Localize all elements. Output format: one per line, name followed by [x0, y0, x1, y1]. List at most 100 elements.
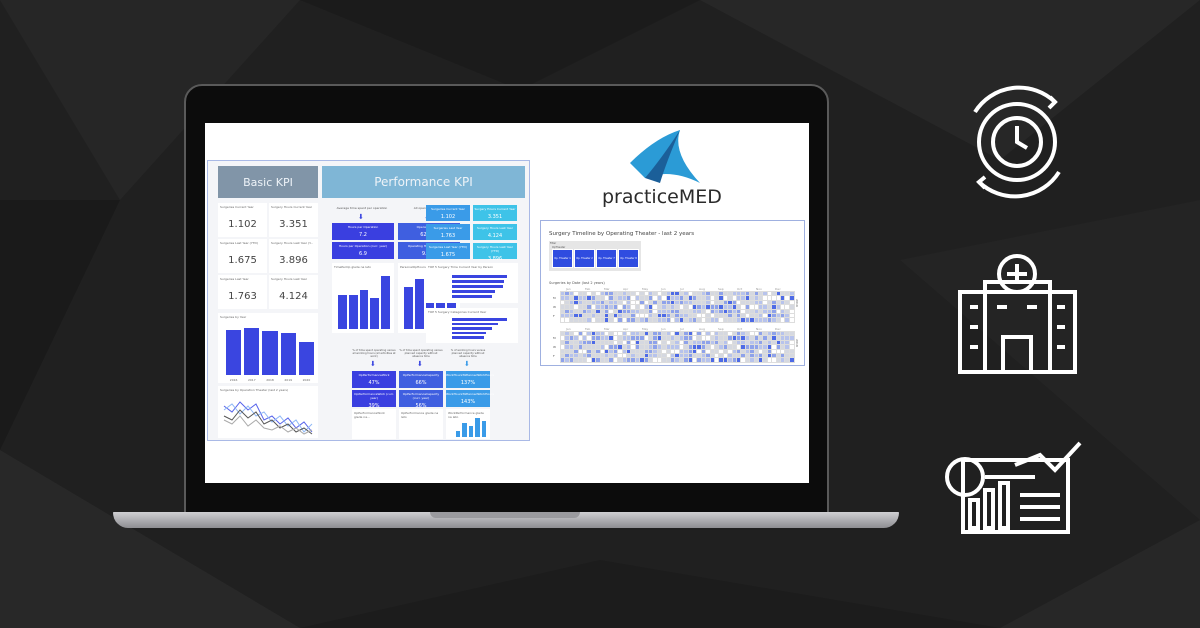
heatmap-cell: [621, 313, 628, 319]
heatmap-cell: [568, 308, 575, 315]
heatmap-cell: [687, 304, 694, 311]
heatmap-cell: [718, 331, 725, 337]
heatmap-cell: [595, 299, 602, 306]
heatmap-cell: [564, 299, 571, 306]
heatmap-cell: [753, 331, 760, 337]
heatmap-cell: [736, 331, 742, 337]
perf-chart: TOP 5 Surgery Categories Current Year: [426, 308, 518, 343]
month-label: Mar: [604, 327, 610, 331]
theater-filter-button[interactable]: Op. Theater 8: [618, 249, 639, 268]
heatmap-cell: [714, 348, 720, 355]
heatmap-cell: [661, 339, 668, 346]
heatmap-cell: [582, 339, 588, 346]
surgery-timeline-panel: Surgery Timeline by Operating Theater - …: [540, 220, 805, 366]
heatmap-cell: [621, 331, 628, 337]
heatmap-cell: [771, 353, 778, 359]
heatmap-cell: [634, 304, 641, 311]
month-label: Oct: [737, 327, 743, 331]
heatmap-cell: [731, 331, 738, 337]
heatmap-cell: [780, 339, 786, 346]
heatmap-cell: [788, 348, 795, 355]
heatmap-cell: [595, 348, 602, 355]
arrow-down-icon: ⬇: [370, 360, 376, 368]
heatmap-cell: [670, 308, 676, 315]
heatmap-cell: [718, 304, 725, 311]
heatmap-cell: [612, 295, 619, 302]
heatmap-cell: [771, 335, 778, 342]
heatmap-cell: [687, 308, 694, 315]
heatmap-cell: [780, 317, 786, 324]
theater-filter-button[interactable]: Op. Theater 7: [596, 249, 617, 268]
heatmap-cell: [683, 353, 690, 359]
heatmap-cell: [634, 317, 641, 324]
box-value: 3.351: [487, 214, 503, 220]
heatmap-cell: [599, 295, 606, 302]
series-line: [223, 415, 313, 435]
heatmap-cell: [643, 348, 650, 355]
kpi-card: Surgery Hours Last Year 4.124: [269, 275, 318, 309]
heatmap-cell: [652, 331, 659, 337]
heatmap-cell: [564, 304, 571, 311]
heatmap-cell: [573, 299, 580, 306]
heatmap-cell: [762, 353, 769, 359]
heatmap-cell: [758, 344, 764, 351]
heatmap-cell: [608, 299, 615, 306]
arrow-down-icon: ⬇: [358, 213, 364, 221]
heatmap-cell: [736, 291, 742, 297]
kpi-value: 3.896: [279, 255, 308, 266]
heatmap-cell: [784, 344, 791, 351]
laptop-screen: Basic KPI Performance KPI Surgeries Curr…: [205, 123, 809, 483]
heatmap-cell: [564, 317, 571, 324]
heatmap-cell: [573, 317, 580, 324]
heatmap-cell: [762, 295, 769, 302]
heatmap-cell: [608, 344, 615, 351]
heatmap-cell: [762, 317, 769, 324]
theater-filter-button[interactable]: Op. Theater 2: [574, 249, 595, 268]
heatmap-cell: [718, 295, 725, 302]
heatmap-cell: [661, 357, 668, 364]
heatmap-cell: [788, 339, 795, 346]
heatmap-cell: [630, 304, 637, 311]
heatmap-cell: [665, 313, 672, 319]
heatmap-cell: [639, 339, 646, 346]
heatmap-cell: [722, 291, 729, 297]
heatmap-cell: [652, 299, 659, 306]
heatmap-cell: [744, 291, 751, 297]
heatmap-cell: [692, 304, 698, 311]
heatmap-cell: [573, 339, 580, 346]
heatmap-cell: [582, 304, 588, 311]
heatmap-cell: [595, 295, 602, 302]
heatmap-cell: [665, 331, 672, 337]
heatmap-cell: [758, 339, 764, 346]
heatmap-cell: [643, 331, 650, 337]
heatmap-cell: [612, 291, 619, 297]
heatmap-cell: [714, 304, 720, 311]
heatmap-cell: [722, 299, 729, 306]
heatmap-cell: [705, 353, 712, 359]
month-label: Jun: [661, 287, 666, 291]
heatmap-cell: [753, 299, 760, 306]
year-label: 2020: [302, 378, 311, 382]
kpi-card: Surgeries Last Year 1.763: [218, 275, 267, 309]
heatmap-cell: [643, 313, 650, 319]
year-label: 2018: [266, 378, 274, 382]
heatmap-cell: [626, 317, 632, 324]
heatmap-cell: [740, 299, 747, 306]
heatmap-cell: [687, 353, 694, 359]
heatmap-cell: [568, 331, 575, 337]
heatmap-cell: [617, 357, 624, 364]
heatmap-cell: [652, 313, 659, 319]
heatmap-cell: [683, 335, 690, 342]
kpi-label: Surgeries Current Year: [220, 205, 254, 209]
heatmap-cell: [788, 295, 795, 302]
heatmap-cell: [595, 353, 602, 359]
heatmap-cell: [560, 335, 566, 342]
heatmap-cell: [621, 348, 628, 355]
month-label: Mar: [604, 287, 610, 291]
theater-filter-button[interactable]: Op. Theater 1: [552, 249, 573, 268]
heatmap-cell: [687, 317, 694, 324]
heatmap-cell: [762, 308, 769, 315]
heatmap-cell: [714, 353, 720, 359]
heatmap-cell: [670, 339, 676, 346]
heatmap-cell: [744, 353, 751, 359]
